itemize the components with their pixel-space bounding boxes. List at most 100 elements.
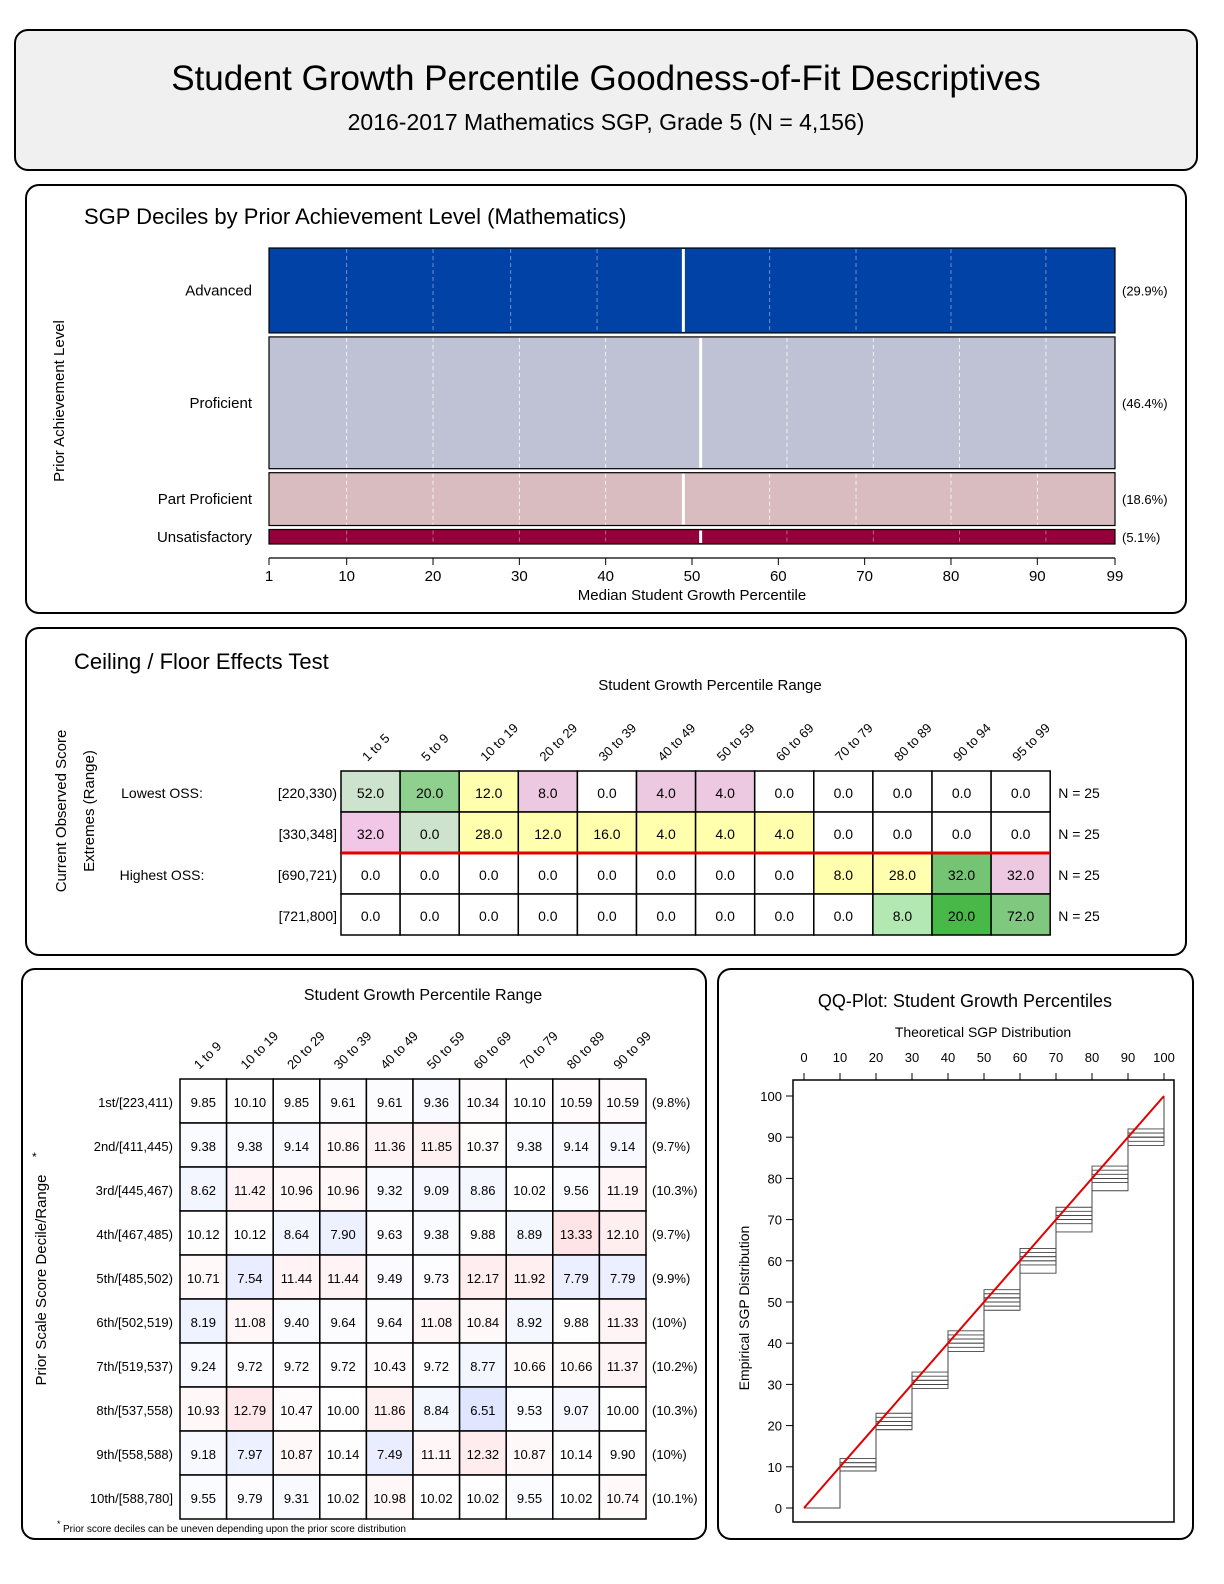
heatmap-cell	[598, 1254, 647, 1300]
x-tick-label: 10	[338, 568, 355, 585]
heatmap-cell	[505, 1342, 554, 1388]
heatmap-value: 9.85	[191, 1095, 216, 1110]
table-cell	[990, 893, 1051, 936]
qq-y-tick-label: 100	[760, 1089, 782, 1104]
heatmap-column-label: 50 to 59	[424, 1028, 468, 1072]
qq-plot-panel: QQ-Plot: Student Growth Percentiles Theor…	[717, 968, 1194, 1540]
table-cell	[872, 893, 933, 936]
cell-value: 16.0	[593, 826, 620, 842]
heatmap-value: 8.86	[470, 1183, 495, 1198]
qq-x-tick-label: 70	[1049, 1050, 1063, 1065]
heatmap-cell	[319, 1254, 368, 1300]
qq-y-tick-label: 70	[768, 1213, 782, 1228]
column-label: 95 to 99	[1009, 720, 1053, 764]
heatmap-cell	[179, 1386, 228, 1432]
x-tick-label: 60	[770, 568, 787, 585]
column-label: 90 to 94	[950, 720, 994, 764]
qq-x-tick-label: 50	[977, 1050, 991, 1065]
heatmap-cell	[505, 1474, 554, 1520]
cell-value: 72.0	[1007, 908, 1034, 924]
cell-value: 8.0	[893, 908, 913, 924]
heatmap-cell	[179, 1430, 228, 1476]
heatmap-value: 10.34	[467, 1095, 500, 1110]
heatmap-value: 9.64	[377, 1315, 402, 1330]
heatmap-value: 10.00	[606, 1403, 639, 1418]
cell-value: 52.0	[357, 785, 384, 801]
x-tick-label: 99	[1107, 568, 1124, 585]
heatmap-row-label: 3rd/[445,467)	[96, 1183, 173, 1198]
heatmap-cell	[225, 1430, 274, 1476]
heatmap-value: 10.66	[560, 1359, 593, 1374]
table-cell	[753, 770, 815, 813]
heatmap-cell	[458, 1254, 507, 1300]
heatmap-cell	[505, 1210, 554, 1256]
heatmap-value: 7.97	[237, 1447, 262, 1462]
heatmap-row-label: 7th/[519,537)	[96, 1359, 173, 1374]
heatmap-title: Student Growth Percentile Range	[304, 987, 542, 1004]
level-percent: (18.6%)	[1122, 492, 1168, 507]
ceiling-floor-panel: Ceiling / Floor Effects Test Student Grow…	[25, 627, 1187, 956]
x-tick-label: 80	[943, 568, 960, 585]
qq-x-tick-label: 30	[905, 1050, 919, 1065]
table-cell	[813, 811, 874, 854]
heatmap-cell	[458, 1474, 507, 1520]
heatmap-cell	[272, 1474, 321, 1520]
heatmap-value: 10.71	[187, 1271, 220, 1286]
heatmap-value: 11.37	[607, 1359, 639, 1374]
deciles-y-label: Prior Achievement Level	[51, 320, 68, 482]
heatmap-row-label: 10th/[588,780]	[90, 1491, 173, 1506]
qq-plot-chart: QQ-Plot: Student Growth Percentiles Theor…	[736, 991, 1175, 1523]
qq-reference-line	[803, 1095, 1165, 1509]
heatmap-value: 9.64	[330, 1315, 355, 1330]
ceiling-floor-title: Ceiling / Floor Effects Test	[74, 649, 329, 674]
cell-value: 0.0	[715, 908, 735, 924]
heatmap-value: 10.02	[420, 1491, 453, 1506]
cell-value: 0.0	[656, 867, 676, 883]
heatmap-value: 9.55	[517, 1491, 542, 1506]
heatmap-value: 10.84	[467, 1315, 500, 1330]
decile-heatmap-panel: Student Growth Percentile Range Prior Sca…	[21, 968, 707, 1540]
column-label: 80 to 89	[891, 720, 935, 764]
heatmap-value: 9.09	[424, 1183, 449, 1198]
heatmap-y-label-mark: *	[32, 1150, 37, 1164]
cell-value: 28.0	[475, 826, 502, 842]
table-cell	[694, 893, 756, 936]
qq-x-tick-label: 40	[941, 1050, 955, 1065]
cell-value: 0.0	[597, 867, 617, 883]
qq-x-tick-label: 20	[869, 1050, 883, 1065]
row-n-label: N = 25	[1058, 908, 1100, 924]
heatmap-value: 10.00	[327, 1403, 360, 1418]
cell-value: 20.0	[948, 908, 975, 924]
qq-x-tick-label: 60	[1013, 1050, 1027, 1065]
heatmap-cell	[179, 1122, 228, 1168]
qq-y-tick-label: 10	[768, 1460, 782, 1475]
column-label: 40 to 49	[655, 720, 699, 764]
heatmap-value: 9.72	[424, 1359, 449, 1374]
heatmap-cell	[319, 1430, 368, 1476]
heatmap-cell	[505, 1122, 554, 1168]
heatmap-value: 10.59	[560, 1095, 593, 1110]
heatmap-value: 9.56	[563, 1183, 588, 1198]
qq-y-tick-label: 20	[768, 1419, 782, 1434]
column-label: 20 to 29	[536, 720, 580, 764]
heatmap-value: 9.14	[563, 1139, 588, 1154]
heatmap-value: 10.43	[373, 1359, 406, 1374]
heatmap-cell	[412, 1298, 461, 1344]
qq-y-tick-label: 40	[768, 1336, 782, 1351]
heatmap-value: 10.96	[280, 1183, 313, 1198]
heatmap-value: 9.18	[191, 1447, 216, 1462]
heatmap-value: 9.79	[237, 1491, 262, 1506]
table-cell	[576, 893, 638, 936]
heatmap-value: 9.85	[284, 1095, 309, 1110]
heatmap-cell	[179, 1254, 228, 1300]
cell-value: 4.0	[656, 785, 676, 801]
heatmap-cell	[598, 1078, 647, 1124]
heatmap-cell	[179, 1474, 228, 1520]
cell-value: 0.0	[597, 785, 617, 801]
heatmap-value: 9.88	[470, 1227, 495, 1242]
heatmap-value: 10.47	[280, 1403, 313, 1418]
cell-value: 0.0	[479, 908, 499, 924]
qq-y-tick-label: 80	[768, 1171, 782, 1186]
heatmap-cell	[225, 1386, 274, 1432]
heatmap-value: 7.90	[330, 1227, 355, 1242]
